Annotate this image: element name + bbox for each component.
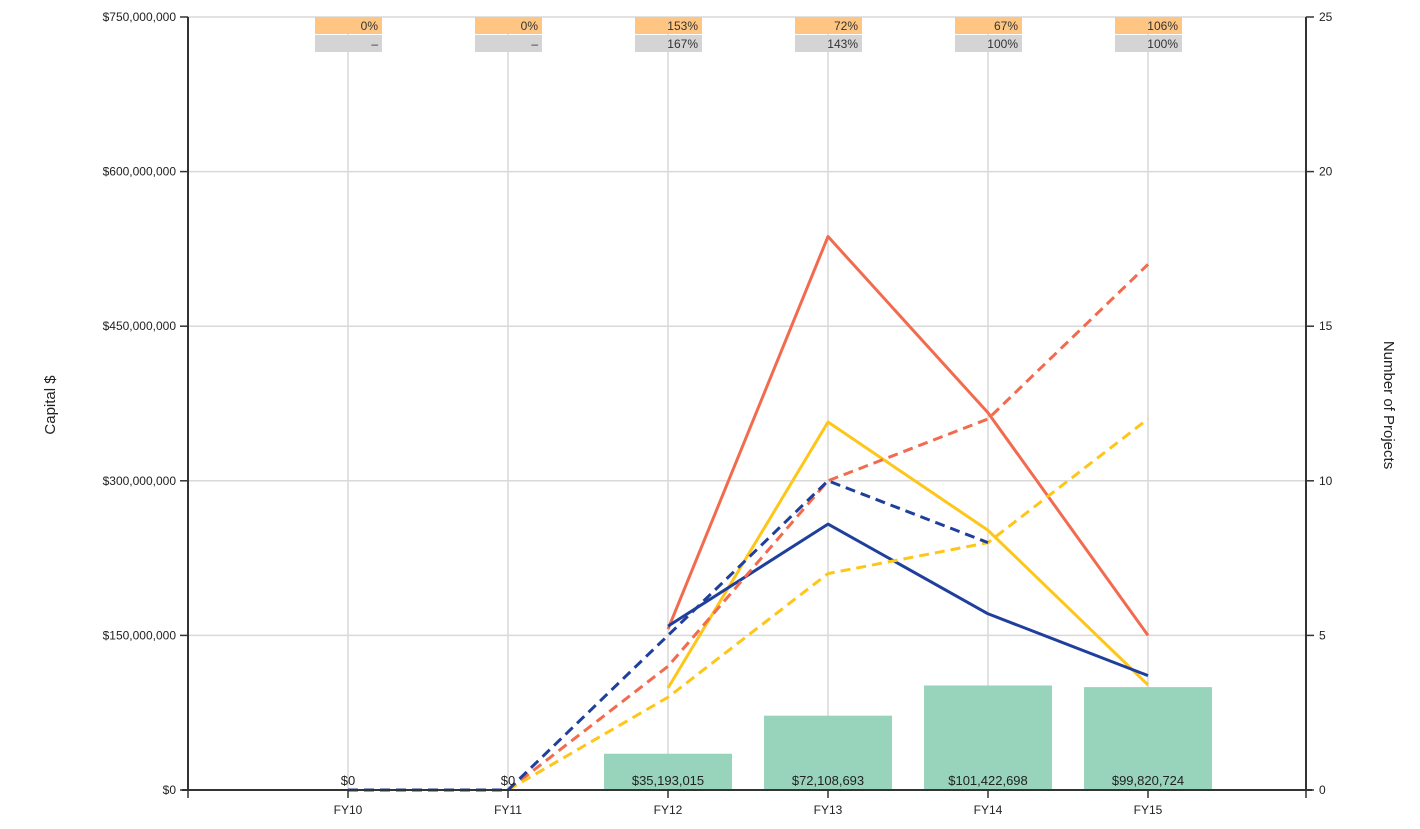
y-right-tick-label: 25 [1319, 10, 1333, 24]
bar-value-label: $35,193,015 [632, 773, 704, 788]
percent-cell [1115, 35, 1182, 52]
bar [1084, 687, 1212, 790]
y-left-tick-label: $300,000,000 [103, 474, 177, 488]
percent-cell-value: 106% [1147, 19, 1178, 33]
percent-cell [315, 17, 382, 34]
bar [924, 685, 1052, 790]
y-right-tick-label: 0 [1319, 783, 1326, 797]
y-right-tick-label: 10 [1319, 474, 1333, 488]
y-left-tick-label: $450,000,000 [103, 319, 177, 333]
x-tick-label: FY12 [654, 803, 683, 817]
percent-cell-value: 153% [667, 19, 698, 33]
percent-cell-value: 0% [361, 19, 379, 33]
series-line-solid [666, 235, 1150, 637]
y-right-tick-label: 5 [1319, 628, 1326, 642]
percent-cell-value: 72% [834, 19, 858, 33]
series-line-dashed [348, 479, 989, 792]
bar-value-label: $0 [501, 773, 515, 788]
y-right-tick-label: 20 [1319, 165, 1333, 179]
percent-cell [475, 35, 542, 52]
percent-cell [1115, 17, 1182, 34]
y-left-tick-label: $600,000,000 [103, 165, 177, 179]
y-left-tick-label: $0 [163, 783, 177, 797]
bar [604, 753, 732, 790]
bar-value-label: $0 [341, 773, 355, 788]
percent-cell-value: 0% [521, 19, 539, 33]
percent-cell-value: 143% [827, 37, 858, 51]
percent-cell [475, 17, 542, 34]
y-right-tick-label: 15 [1319, 319, 1333, 333]
x-tick-label: FY10 [334, 803, 363, 817]
x-tick-label: FY11 [494, 803, 522, 817]
percent-cell [955, 35, 1022, 52]
percent-cell [315, 35, 382, 52]
bar-value-label: $72,108,693 [792, 773, 864, 788]
percent-cell-value: – [371, 37, 378, 51]
x-tick-label: FY13 [814, 803, 843, 817]
percent-cell-value: 167% [667, 37, 698, 51]
percent-cell [635, 17, 702, 34]
percent-cell [955, 17, 1022, 34]
percent-cell-value: 100% [1147, 37, 1178, 51]
percent-cell-value: 67% [994, 19, 1018, 33]
y-left-tick-label: $150,000,000 [103, 628, 177, 642]
percent-cell [635, 35, 702, 52]
bar-value-label: $101,422,698 [948, 773, 1028, 788]
y-left-tick-label: $750,000,000 [103, 10, 177, 24]
x-tick-label: FY15 [1134, 803, 1163, 817]
percent-cell-value: – [531, 37, 538, 51]
percent-cell-value: 100% [987, 37, 1018, 51]
x-tick-label: FY14 [974, 803, 1003, 817]
bar-value-label: $99,820,724 [1112, 773, 1184, 788]
series-line-solid [666, 420, 1150, 689]
series-line-solid [667, 522, 1149, 677]
y-left-axis-title: Capital $ [42, 375, 59, 435]
percent-cell [795, 17, 862, 34]
bar [764, 715, 892, 790]
y-right-axis-title: Number of Projects [1380, 341, 1397, 469]
percent-cell [795, 35, 862, 52]
